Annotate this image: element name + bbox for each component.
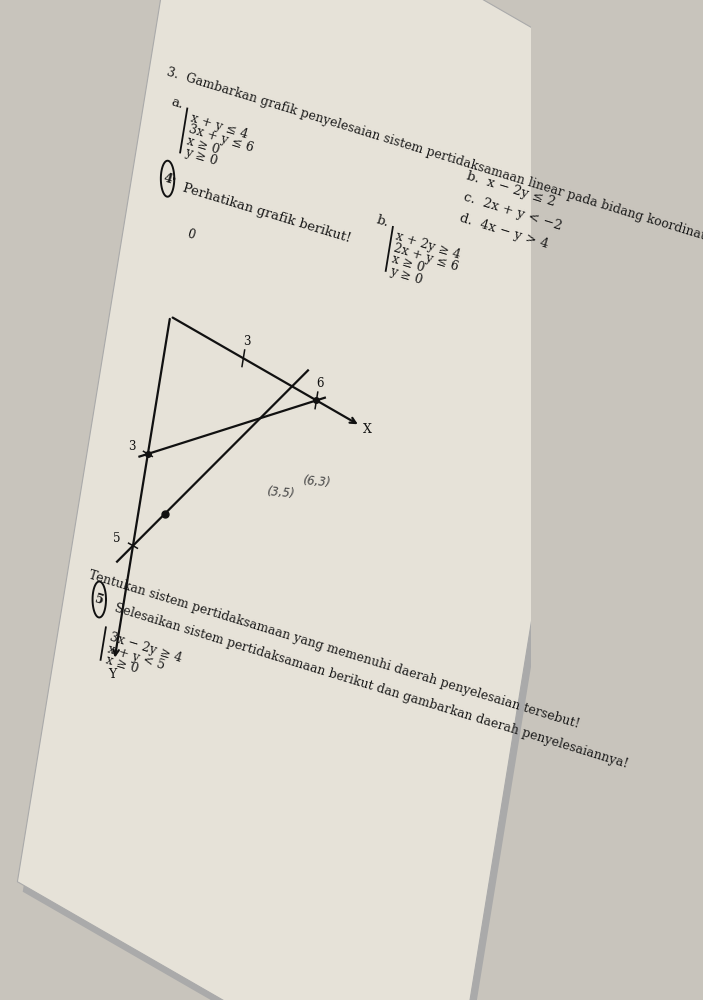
Text: 4: 4 xyxy=(162,171,174,186)
Text: b.: b. xyxy=(375,213,390,229)
Polygon shape xyxy=(22,0,625,1000)
Text: y ≥ 0: y ≥ 0 xyxy=(183,146,219,168)
Text: 5: 5 xyxy=(93,592,105,607)
Text: c.  2x + y < −2: c. 2x + y < −2 xyxy=(462,190,563,233)
Text: x + y ≤ 4: x + y ≤ 4 xyxy=(188,111,249,141)
Text: (6,3): (6,3) xyxy=(302,474,331,489)
Text: 3x + y ≤ 6: 3x + y ≤ 6 xyxy=(187,123,254,155)
Text: a.: a. xyxy=(169,95,185,111)
Text: x + 2y ≥ 4: x + 2y ≥ 4 xyxy=(394,230,462,262)
Polygon shape xyxy=(18,0,619,1000)
Text: x + y < 5: x + y < 5 xyxy=(106,642,167,672)
Text: x ≥ 0: x ≥ 0 xyxy=(185,134,221,157)
Text: x ≥ 0: x ≥ 0 xyxy=(390,253,426,275)
Text: x ≥ 0: x ≥ 0 xyxy=(105,654,141,676)
Text: Selesaikan sistem pertidaksamaan berikut dan gambarkan daerah penyelesaiannya!: Selesaikan sistem pertidaksamaan berikut… xyxy=(112,602,629,771)
Text: 0: 0 xyxy=(186,228,196,242)
Text: Tentukan sistem pertidaksamaan yang memenuhi daerah penyelesaian tersebut!: Tentukan sistem pertidaksamaan yang meme… xyxy=(86,568,581,731)
Text: y ≥ 0: y ≥ 0 xyxy=(389,264,425,287)
Text: d.  4x − y > 4: d. 4x − y > 4 xyxy=(458,211,550,251)
Text: 3: 3 xyxy=(128,440,136,453)
Text: 3.  Gambarkan grafik penyelesaian sistem pertidaksamaan linear pada bidang koord: 3. Gambarkan grafik penyelesaian sistem … xyxy=(165,66,703,244)
Text: 6: 6 xyxy=(316,377,324,390)
Text: 3: 3 xyxy=(243,335,251,348)
Text: (3,5): (3,5) xyxy=(266,485,295,500)
Text: 5: 5 xyxy=(113,532,121,545)
Text: 3x − 2y ≥ 4: 3x − 2y ≥ 4 xyxy=(108,631,183,665)
Text: Perhatikan grafik berikut!: Perhatikan grafik berikut! xyxy=(181,181,352,245)
Text: X: X xyxy=(363,423,372,436)
Text: b.  x − 2y ≤ 2: b. x − 2y ≤ 2 xyxy=(465,169,557,209)
Text: 2x + y ≤ 6: 2x + y ≤ 6 xyxy=(392,241,460,273)
Text: Y: Y xyxy=(108,668,116,681)
